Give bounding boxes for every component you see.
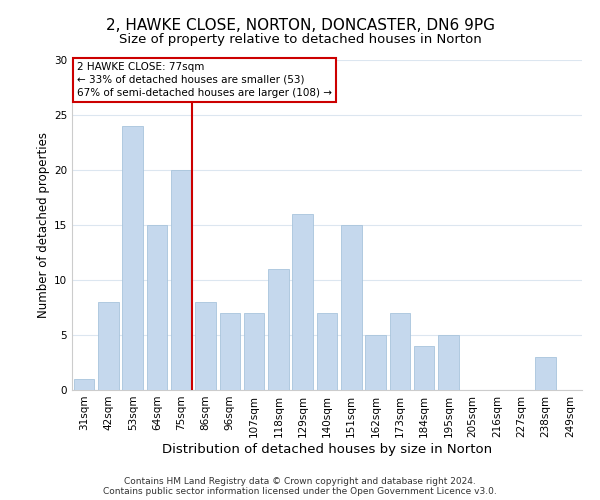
Bar [146, 225, 167, 390]
Text: Contains HM Land Registry data © Crown copyright and database right 2024.: Contains HM Land Registry data © Crown c… [124, 476, 476, 486]
Y-axis label: Number of detached properties: Number of detached properties [37, 132, 50, 318]
Bar [317, 313, 337, 390]
Text: 2, HAWKE CLOSE, NORTON, DONCASTER, DN6 9PG: 2, HAWKE CLOSE, NORTON, DONCASTER, DN6 9… [106, 18, 494, 32]
Bar [98, 302, 119, 390]
Bar [171, 170, 191, 390]
Bar [365, 335, 386, 390]
Text: Size of property relative to detached houses in Norton: Size of property relative to detached ho… [119, 32, 481, 46]
X-axis label: Distribution of detached houses by size in Norton: Distribution of detached houses by size … [162, 442, 492, 456]
Text: 2 HAWKE CLOSE: 77sqm
← 33% of detached houses are smaller (53)
67% of semi-detac: 2 HAWKE CLOSE: 77sqm ← 33% of detached h… [77, 62, 332, 98]
Bar [535, 357, 556, 390]
Bar [122, 126, 143, 390]
Bar [438, 335, 459, 390]
Bar [341, 225, 362, 390]
Bar [414, 346, 434, 390]
Bar [292, 214, 313, 390]
Bar [268, 269, 289, 390]
Text: Contains public sector information licensed under the Open Government Licence v3: Contains public sector information licen… [103, 486, 497, 496]
Bar [220, 313, 240, 390]
Bar [74, 379, 94, 390]
Bar [195, 302, 216, 390]
Bar [389, 313, 410, 390]
Bar [244, 313, 265, 390]
